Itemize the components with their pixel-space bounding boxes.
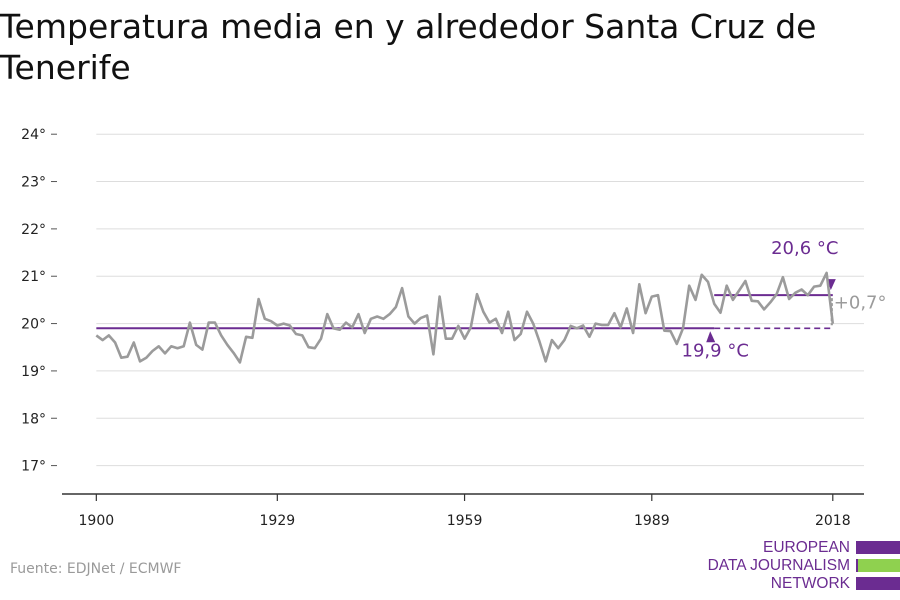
y-tick-label: 22° bbox=[21, 222, 46, 238]
y-tick-label: 21° bbox=[21, 269, 46, 285]
logo-bar-1 bbox=[856, 541, 900, 554]
y-tick-label: 18° bbox=[21, 411, 46, 427]
annotation-difference: +0,7° bbox=[834, 292, 887, 313]
arrow-recent bbox=[826, 279, 836, 291]
y-axis: 17° 18° 19° 20° 21° 22° 23° 24° bbox=[21, 127, 57, 475]
x-axis: 1900 1929 1959 1989 2018 bbox=[79, 494, 851, 529]
logo-line-1: EUROPEAN bbox=[763, 539, 850, 556]
x-tick-label: 1959 bbox=[447, 513, 483, 529]
edjnet-logo: EUROPEAN DATA JOURNALISM NETWORK bbox=[700, 538, 900, 594]
logo-bar-3 bbox=[856, 577, 900, 590]
y-tick-label: 23° bbox=[21, 175, 46, 191]
annotation-historic-mean: 19,9 °C bbox=[682, 340, 749, 361]
logo-bar-2-edge bbox=[856, 559, 858, 572]
series-line-0 bbox=[95, 271, 835, 364]
chart-title: Temperatura media en y alrededor Santa C… bbox=[0, 7, 817, 87]
annotations: 20,6 °C 19,9 °C +0,7° bbox=[682, 238, 887, 361]
x-tick-label: 1929 bbox=[260, 513, 296, 529]
y-tick-label: 17° bbox=[21, 459, 46, 475]
y-tick-label: 19° bbox=[21, 364, 46, 380]
series-layer bbox=[95, 271, 835, 364]
y-tick-label: 20° bbox=[21, 317, 46, 333]
x-tick-label: 1989 bbox=[634, 513, 670, 529]
logo-line-2: DATA JOURNALISM bbox=[707, 557, 850, 574]
gridlines bbox=[96, 133, 864, 467]
arrow-historic bbox=[706, 331, 716, 343]
logo-line-3: NETWORK bbox=[770, 575, 850, 592]
annotation-recent-mean: 20,6 °C bbox=[771, 238, 838, 259]
x-tick-label: 1900 bbox=[79, 513, 115, 529]
y-tick-label: 24° bbox=[21, 127, 46, 143]
source-note: Fuente: EDJNet / ECMWF bbox=[10, 561, 182, 577]
logo-bar-2 bbox=[856, 559, 900, 572]
x-tick-label: 2018 bbox=[815, 513, 851, 529]
